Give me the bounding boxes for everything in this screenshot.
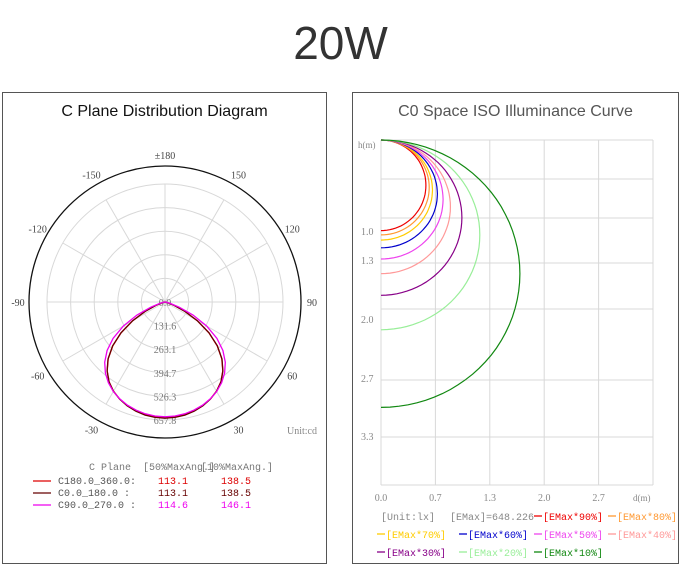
iso-legend-label: [EMax*30%] (386, 548, 446, 560)
polar-chart-title: C Plane Distribution Diagram (61, 103, 268, 120)
polar-table-header: [10%MaxAng.] (201, 462, 273, 474)
polar-angle-label: ±180 (155, 151, 176, 162)
polar-angle-label: -120 (29, 225, 47, 236)
polar-angle-label: 30 (234, 425, 244, 436)
polar-radial-label: 263.1 (154, 345, 177, 356)
iso-y-tick: 1.3 (361, 256, 374, 267)
iso-y-tick: 3.3 (361, 432, 374, 443)
polar-radial-label: 394.7 (154, 369, 177, 380)
iso-x-tick: 0.0 (375, 493, 388, 504)
polar-radial-label: 131.6 (154, 322, 177, 333)
iso-y-tick: 1.0 (361, 227, 374, 238)
polar-legend-max10: 138.5 (221, 489, 251, 500)
polar-grid-spoke (164, 301, 268, 362)
polar-angle-label: 120 (285, 225, 300, 236)
iso-curve (380, 139, 439, 249)
iso-x-tick: 1.3 (484, 493, 497, 504)
polar-angle-label: -60 (31, 372, 44, 383)
polar-outer-circle (28, 165, 302, 439)
iso-legend-label: [EMax*20%] (468, 548, 528, 560)
iso-emax-text: [EMax]=648.226 (450, 512, 534, 524)
polar-legend-max50: 113.1 (158, 489, 188, 500)
polar-legend-name: C180.0_360.0: (58, 477, 136, 488)
iso-curve (380, 139, 444, 260)
iso-curve (380, 139, 434, 241)
polar-table-header: [50%MaxAng.] (143, 462, 215, 474)
polar-grid-spoke (164, 301, 225, 405)
polar-angle-label: -150 (82, 171, 100, 182)
polar-grid-spoke (62, 301, 166, 362)
iso-x-axis-label: d(m) (633, 493, 651, 503)
page-title: 20W (293, 17, 388, 69)
polar-grid-spoke (105, 199, 166, 303)
iso-y-axis-label: h(m) (358, 140, 376, 150)
iso-x-tick: 2.0 (538, 493, 551, 504)
polar-angle-label: 150 (231, 171, 246, 182)
iso-legend-label: [EMax*60%] (468, 530, 528, 542)
polar-legend-max50: 113.1 (158, 477, 188, 488)
iso-chart-svg: h(m) d(m) 1.0 1.3 2.0 2.7 3.3 0.0 0.7 1.3 2.0 2.7 [U… (358, 139, 677, 560)
iso-curve (380, 139, 463, 296)
iso-chart-title: C0 Space ISO Illuminance Curve (398, 103, 633, 120)
iso-chart-panel: C0 Space ISO Illuminance Curve h(m) d(m) 1… (352, 92, 679, 564)
polar-angle-label: 90 (307, 298, 317, 309)
polar-chart-svg: ±180 150 120 90 60 30 -30 -60 -90 -120 -150 0.0 131.… (11, 151, 317, 512)
polar-legend-max50: 114.6 (158, 501, 188, 512)
polar-chart-panel: C Plane Distribution Diagram ±180 150 120 9… (2, 92, 327, 564)
iso-legend-label: [EMax*90%] (543, 512, 603, 524)
iso-y-tick: 2.0 (361, 315, 374, 326)
iso-unit-text: [Unit:lx] (381, 512, 435, 524)
polar-legend-name: C0.0_180.0 : (58, 489, 130, 500)
polar-legend-name: C90.0_270.0 : (58, 501, 136, 512)
polar-grid-spoke (62, 242, 166, 303)
iso-curve (380, 139, 481, 331)
polar-angle-label: -90 (11, 298, 24, 309)
polar-radial-label: 657.8 (154, 416, 177, 427)
polar-angle-label: -30 (85, 425, 98, 436)
polar-radial-label: 0.0 (159, 298, 172, 309)
iso-y-tick: 2.7 (361, 374, 374, 385)
iso-legend-label: [EMax*50%] (543, 530, 603, 542)
iso-curve (380, 139, 452, 275)
polar-table-header: C Plane (89, 462, 131, 474)
polar-radial-label: 526.3 (154, 392, 177, 403)
polar-legend-max10: 146.1 (221, 501, 251, 512)
iso-x-tick: 0.7 (429, 493, 442, 504)
iso-x-tick: 2.7 (592, 493, 605, 504)
iso-legend-label: [EMax*70%] (386, 530, 446, 542)
polar-grid-spoke (105, 301, 166, 405)
iso-curve (380, 139, 521, 408)
polar-grid-spoke (164, 242, 268, 303)
polar-grid-spoke (164, 199, 225, 303)
polar-angle-label: 60 (287, 372, 297, 383)
iso-legend-label: [EMax*40%] (617, 530, 677, 542)
polar-unit-label: Unit:cd (287, 426, 317, 437)
iso-legend-label: [EMax*80%] (617, 512, 677, 524)
polar-series-curve (104, 301, 226, 418)
iso-legend-label: [EMax*10%] (543, 548, 603, 560)
polar-legend-max10: 138.5 (221, 477, 251, 488)
